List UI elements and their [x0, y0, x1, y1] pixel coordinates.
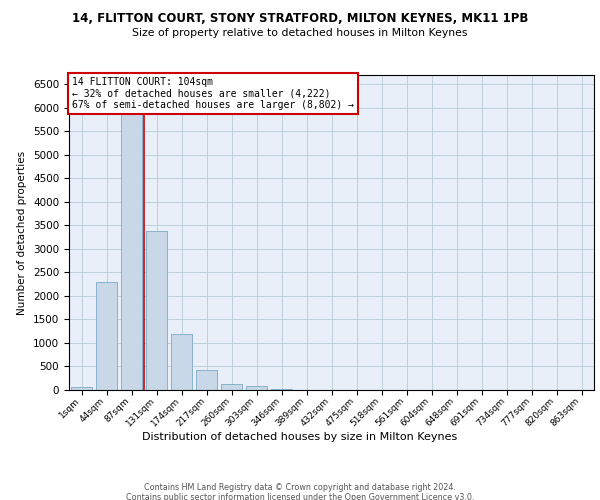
- Bar: [96, 282, 117, 390]
- Text: Size of property relative to detached houses in Milton Keynes: Size of property relative to detached ho…: [132, 28, 468, 38]
- Bar: [196, 370, 217, 390]
- Bar: [146, 231, 167, 390]
- Text: 14 FLITTON COURT: 104sqm
← 32% of detached houses are smaller (4,222)
67% of sem: 14 FLITTON COURT: 104sqm ← 32% of detach…: [71, 76, 353, 110]
- Bar: [121, 88, 142, 390]
- Text: Contains public sector information licensed under the Open Government Licence v3: Contains public sector information licen…: [126, 492, 474, 500]
- Bar: [221, 384, 242, 390]
- Text: Contains HM Land Registry data © Crown copyright and database right 2024.: Contains HM Land Registry data © Crown c…: [144, 482, 456, 492]
- Y-axis label: Number of detached properties: Number of detached properties: [17, 150, 28, 314]
- Bar: [171, 334, 192, 390]
- Bar: [271, 389, 292, 390]
- Text: 14, FLITTON COURT, STONY STRATFORD, MILTON KEYNES, MK11 1PB: 14, FLITTON COURT, STONY STRATFORD, MILT…: [72, 12, 528, 26]
- Bar: [71, 388, 92, 390]
- Bar: [246, 386, 267, 390]
- Text: Distribution of detached houses by size in Milton Keynes: Distribution of detached houses by size …: [142, 432, 458, 442]
